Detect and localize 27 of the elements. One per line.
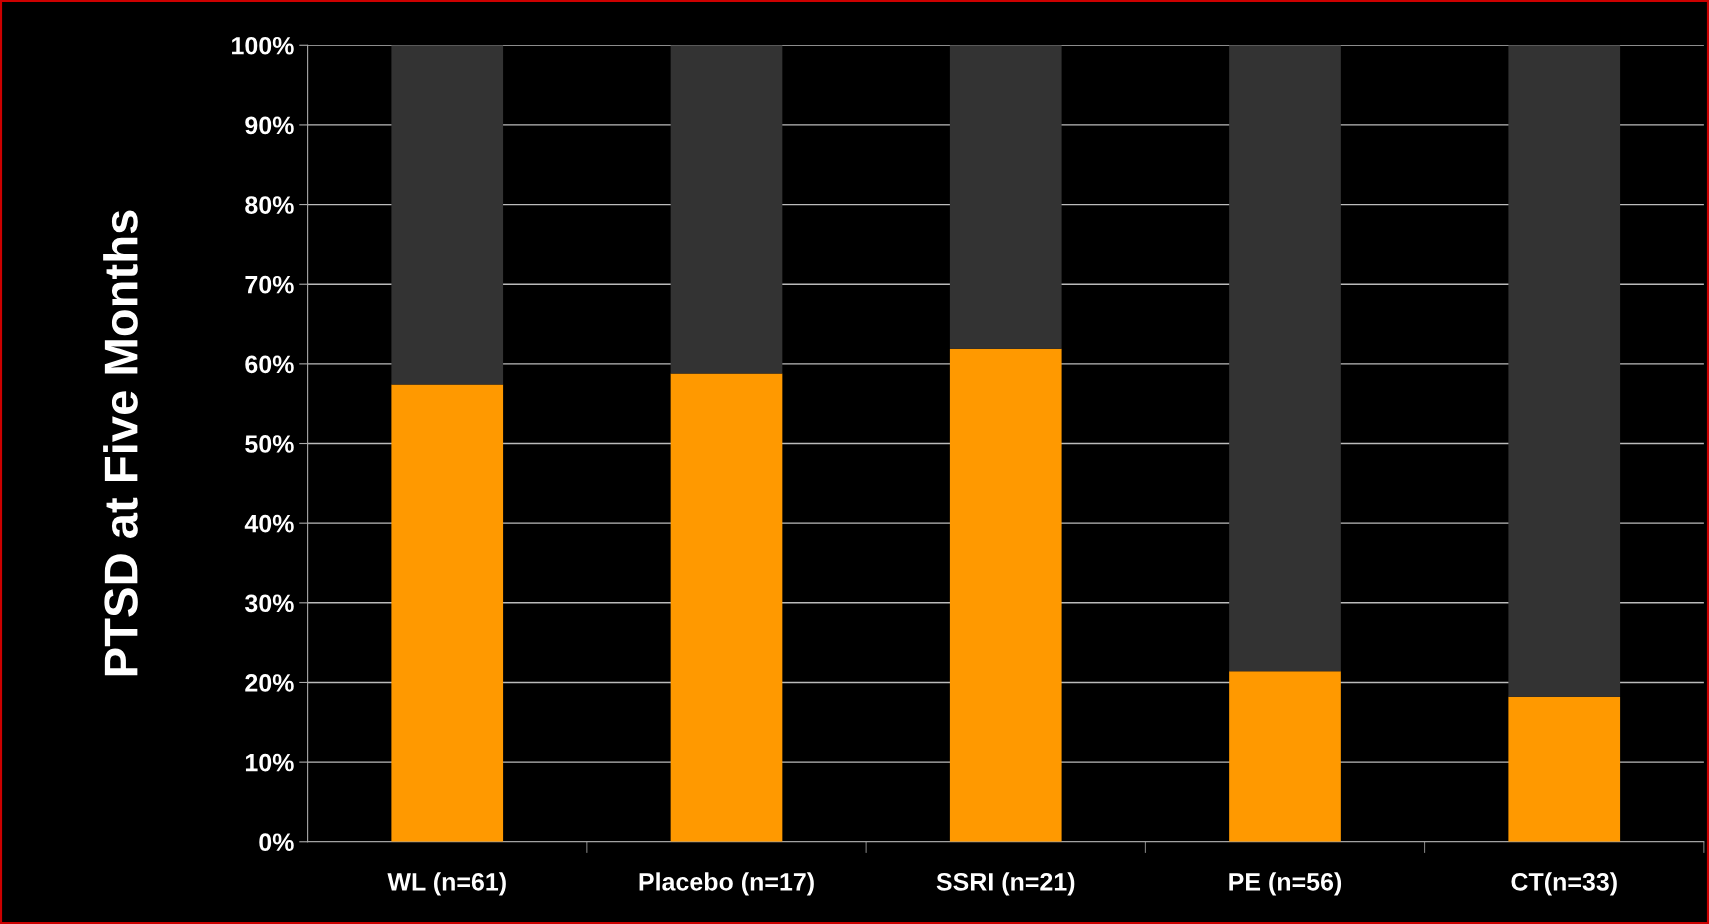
y-axis-title: PTSD at Five Months bbox=[103, 210, 138, 676]
bar bbox=[949, 45, 1062, 349]
bar bbox=[391, 45, 504, 385]
x-tick-label: CT(n=33) bbox=[1511, 872, 1617, 896]
y-tick-label: 90% bbox=[245, 116, 294, 135]
x-tick-label: WL (n=61) bbox=[387, 872, 506, 896]
bar bbox=[1508, 45, 1621, 697]
y-tick-label: 70% bbox=[245, 275, 294, 294]
bar bbox=[670, 373, 783, 842]
bar bbox=[391, 384, 504, 842]
x-tick-label: Placebo (n=17) bbox=[639, 872, 814, 896]
y-tick-label: 0% bbox=[259, 833, 294, 852]
y-tick-label: 10% bbox=[245, 753, 294, 772]
y-tick-label: 40% bbox=[244, 514, 294, 533]
bar bbox=[1229, 671, 1341, 842]
bar bbox=[949, 348, 1062, 842]
y-tick-label: 50% bbox=[245, 435, 294, 453]
y-tick-label: 60% bbox=[245, 355, 294, 374]
bar bbox=[1229, 45, 1341, 672]
y-tick-label: 80% bbox=[245, 196, 294, 214]
y-tick-label: 20% bbox=[245, 674, 294, 692]
bar bbox=[1508, 696, 1621, 842]
y-tick-label: 30% bbox=[244, 594, 294, 613]
x-tick-label: PE (n=56) bbox=[1229, 872, 1342, 896]
bar bbox=[670, 45, 783, 374]
y-tick-label: 100% bbox=[232, 36, 294, 55]
x-tick-label: SSRI (n=21) bbox=[936, 872, 1075, 896]
